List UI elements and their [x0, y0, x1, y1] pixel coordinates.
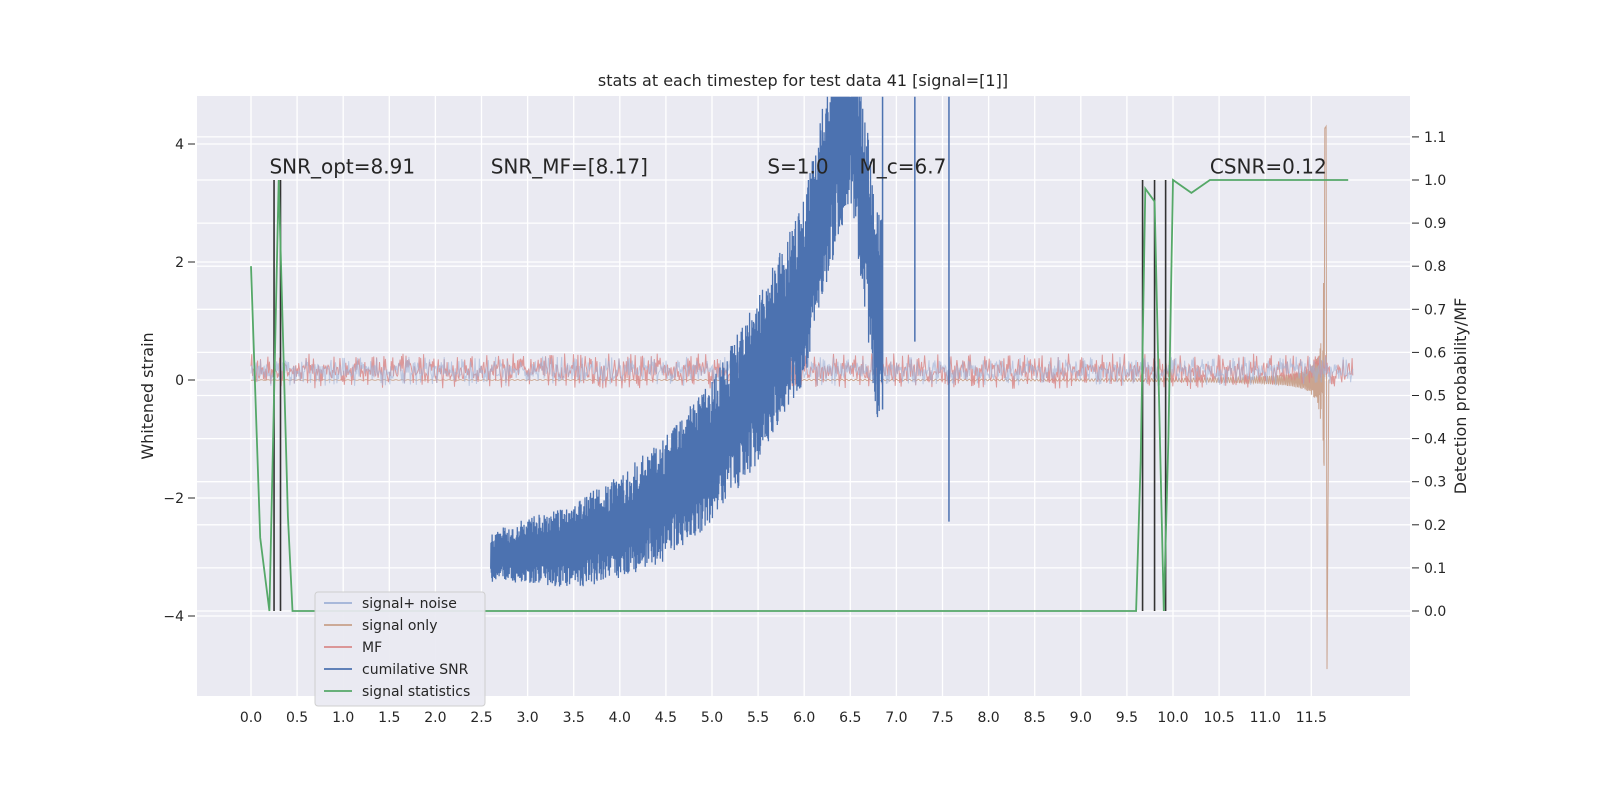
x-axis-ticks: 0.0 0.5 1.0 1.5 2.0 2.5 3.0 3.5 4.0 4.5 5.0 5.5 6.0 6… [240, 710, 1327, 726]
x-tick-label: 4.5 [655, 710, 677, 726]
right-y-tick-label: 0.7 [1424, 302, 1446, 318]
annotation-text: CSNR=0.12 [1210, 155, 1327, 179]
x-tick-label: 7.0 [885, 710, 907, 726]
x-tick-label: 11.5 [1296, 710, 1327, 726]
series-cumilative-snr [490, 96, 884, 587]
left-y-axis-ticks: 4 2 0 −2 −4 [163, 137, 195, 625]
series-group [250, 96, 1354, 670]
x-tick-label: 4.0 [609, 710, 631, 726]
right-y-tick-label: 1.1 [1424, 130, 1446, 146]
left-y-tick-label: −4 [163, 609, 184, 625]
right-y-axis-ticks: 1.1 1.0 0.9 0.8 0.7 0.6 0.5 0.4 0.3 0.2 0.1 0.0 [1412, 130, 1446, 620]
right-y-tick-label: 0.0 [1424, 604, 1446, 620]
right-y-tick-label: 0.5 [1424, 389, 1446, 405]
x-tick-label: 10.0 [1157, 710, 1188, 726]
x-tick-label: 0.5 [286, 710, 308, 726]
x-tick-label: 1.0 [332, 710, 354, 726]
legend-box [314, 591, 486, 707]
x-tick-label: 5.0 [701, 710, 723, 726]
left-y-axis-label: Whitened strain [138, 332, 157, 459]
x-tick-label: 3.5 [563, 710, 585, 726]
left-y-tick-label: 4 [175, 137, 184, 153]
right-y-tick-label: 0.9 [1424, 216, 1446, 232]
x-tick-label: 7.5 [931, 710, 953, 726]
x-tick-label: 9.0 [1070, 710, 1092, 726]
right-y-axis-label: Detection probability/MF [1451, 298, 1470, 495]
right-y-tick-label: 0.8 [1424, 259, 1446, 275]
x-tick-label: 5.5 [747, 710, 769, 726]
chart-title: stats at each timestep for test data 41 … [598, 71, 1008, 90]
right-y-tick-label: 0.4 [1424, 432, 1446, 448]
x-tick-label: 2.5 [470, 710, 492, 726]
left-y-tick-label: −2 [163, 491, 184, 507]
x-tick-label: 9.5 [1116, 710, 1138, 726]
x-tick-label: 2.0 [424, 710, 446, 726]
legend-label: MF [362, 640, 382, 656]
right-y-tick-label: 0.3 [1424, 475, 1446, 491]
x-tick-label: 6.0 [793, 710, 815, 726]
legend-label: signal+ noise [362, 596, 457, 612]
annotation-text: S=1.0 [767, 155, 828, 179]
right-y-tick-label: 0.1 [1424, 561, 1446, 577]
right-y-tick-label: 0.2 [1424, 518, 1446, 534]
annotations-group: SNR_opt=8.91 SNR_MF=[8.17] S=1.0 M_c=6.7 CSN… [269, 155, 1326, 179]
left-y-tick-label: 0 [175, 373, 184, 389]
right-y-tick-label: 0.6 [1424, 345, 1446, 361]
legend: signal+ noise signal only MF cumilative SNR… [314, 591, 486, 707]
legend-label: cumilative SNR [362, 662, 469, 678]
annotation-text: SNR_opt=8.91 [269, 155, 415, 179]
x-tick-label: 1.5 [378, 710, 400, 726]
x-tick-label: 0.0 [240, 710, 262, 726]
x-tick-label: 3.0 [516, 710, 538, 726]
left-y-tick-label: 2 [175, 255, 184, 271]
annotation-text: SNR_MF=[8.17] [491, 155, 648, 179]
x-tick-label: 11.0 [1250, 710, 1281, 726]
x-tick-label: 10.5 [1204, 710, 1235, 726]
legend-label: signal statistics [362, 684, 470, 700]
right-y-tick-label: 1.0 [1424, 173, 1446, 189]
x-tick-label: 8.5 [1024, 710, 1046, 726]
x-tick-label: 6.5 [839, 710, 861, 726]
legend-label: signal only [362, 618, 437, 634]
x-tick-label: 8.0 [977, 710, 999, 726]
series-signal-statistics [250, 178, 1349, 612]
grid-lines [197, 96, 1410, 696]
annotation-text: M_c=6.7 [860, 155, 947, 179]
